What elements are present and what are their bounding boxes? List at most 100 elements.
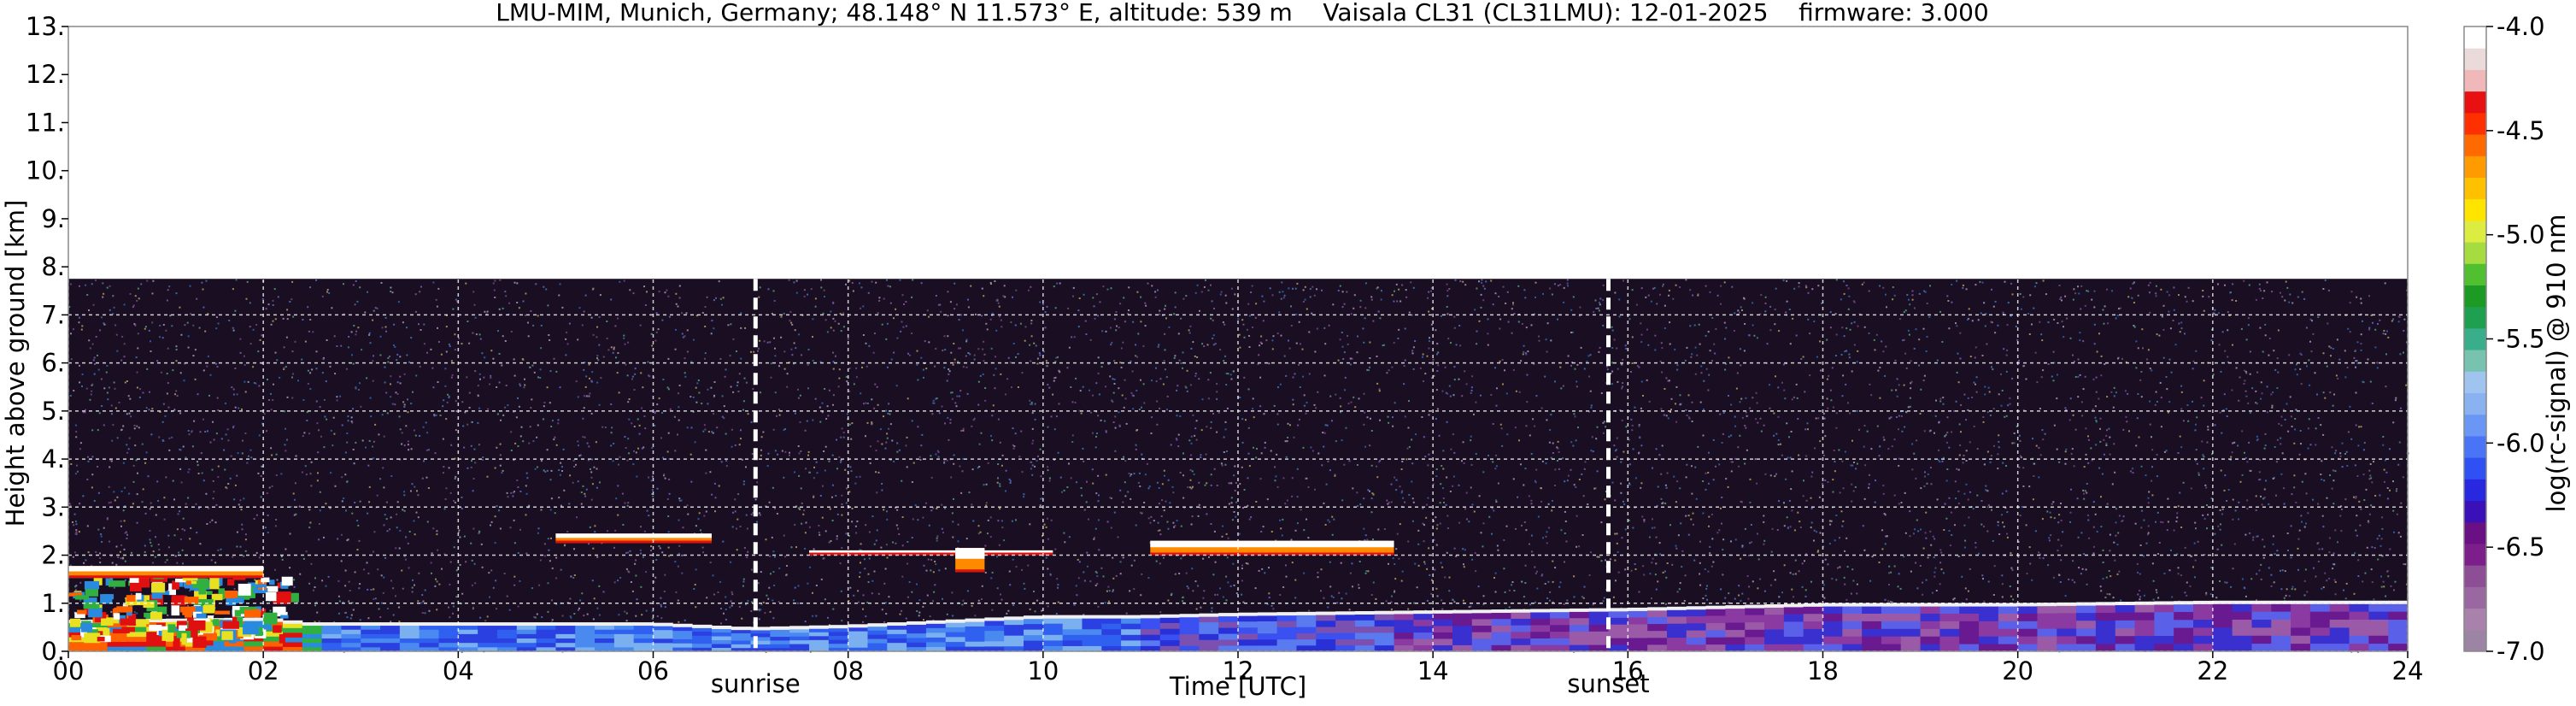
boundary-layer-cell: [2251, 619, 2272, 628]
boundary-layer-top: [1920, 603, 1940, 607]
boundary-layer-cell: [419, 642, 440, 648]
boundary-layer-cell: [2271, 619, 2291, 628]
boundary-layer-cell: [750, 629, 771, 634]
boundary-layer-cell: [672, 634, 693, 639]
boundary-layer-cell: [653, 629, 673, 635]
boundary-layer-cell: [653, 642, 673, 648]
boundary-layer-cell: [1062, 645, 1083, 652]
boundary-layer-cell: [302, 625, 323, 630]
boundary-layer-cell: [2174, 619, 2194, 628]
boundary-layer-cell: [2154, 627, 2174, 636]
colorbar-label: log(rc-signal) @ 910 nm: [2542, 214, 2571, 513]
boundary-layer-cell: [478, 638, 498, 644]
boundary-layer-cell: [1998, 644, 2019, 652]
boundary-layer-cell: [1101, 639, 1122, 646]
boundary-layer-cell: [1452, 612, 1473, 620]
aerosol-patch: [83, 597, 97, 607]
colorbar-tick-label: -6.5: [2497, 532, 2545, 562]
boundary-layer-top: [2349, 600, 2369, 604]
aerosol-patch: [255, 627, 264, 637]
boundary-layer-cell: [1822, 605, 1843, 614]
boundary-layer-cell: [1686, 615, 1707, 624]
boundary-layer-cell: [1335, 632, 1356, 639]
boundary-layer-cell: [2115, 620, 2136, 629]
aerosol-patch: [234, 609, 241, 617]
boundary-layer-cell: [2037, 644, 2057, 652]
aerosol-patch: [211, 593, 223, 601]
colorbar-segment: [2464, 134, 2486, 156]
boundary-layer-cell: [965, 636, 985, 642]
boundary-layer-cell: [1159, 633, 1181, 641]
boundary-layer-cell: [1979, 605, 1999, 614]
boundary-layer-cell: [2368, 603, 2389, 612]
boundary-layer-cell: [2291, 619, 2311, 628]
boundary-layer-cell: [1374, 620, 1395, 627]
boundary-layer-cell: [653, 646, 673, 652]
boundary-layer-top: [1686, 606, 1707, 610]
colorbar-segment: [2464, 457, 2486, 479]
boundary-layer-cell: [1140, 628, 1161, 635]
colorbar-segment: [2464, 112, 2486, 135]
boundary-layer-cell: [1082, 617, 1102, 624]
aerosol-patch: [69, 618, 81, 627]
boundary-layer-top: [1862, 603, 1882, 607]
boundary-layer-cell: [166, 646, 186, 652]
boundary-layer-cell: [204, 646, 226, 652]
aerosol-patch: [226, 594, 237, 606]
boundary-layer-top: [1842, 603, 1863, 607]
boundary-layer-cell: [341, 625, 361, 630]
aerosol-patch: [201, 636, 214, 646]
boundary-layer-cell: [2329, 619, 2350, 628]
boundary-layer-cell: [907, 628, 927, 634]
boundary-layer-top: [1530, 609, 1551, 613]
boundary-layer-cell: [984, 630, 1005, 637]
boundary-layer-cell: [1296, 632, 1317, 640]
aerosol-patch: [161, 629, 174, 641]
boundary-layer-cell: [2095, 635, 2116, 644]
boundary-layer-cell: [2368, 635, 2389, 644]
boundary-layer-top: [925, 620, 947, 624]
x-tick-label: 18: [1807, 656, 1839, 685]
boundary-layer-top: [1900, 603, 1922, 607]
boundary-layer-cell: [1803, 628, 1823, 637]
boundary-layer-cell: [575, 646, 596, 652]
boundary-layer-cell: [1354, 613, 1376, 621]
boundary-layer-cell: [595, 629, 615, 634]
aerosol-patch: [100, 627, 110, 639]
boundary-layer-cell: [1862, 621, 1882, 629]
boundary-layer-cell: [2349, 643, 2369, 652]
boundary-layer-top: [2017, 603, 2038, 607]
x-tick-label: 08: [832, 656, 864, 685]
boundary-layer-top: [731, 627, 752, 631]
boundary-layer-cell: [1647, 630, 1668, 638]
boundary-layer-cell: [2037, 613, 2057, 621]
colorbar-segment: [2464, 350, 2486, 372]
aerosol-patch: [265, 592, 277, 602]
boundary-layer-cell: [1588, 631, 1610, 638]
boundary-layer-cell: [1491, 612, 1511, 620]
boundary-layer-top: [1159, 614, 1181, 618]
boundary-layer-cell: [438, 633, 459, 639]
boundary-layer-cell: [1979, 613, 1999, 621]
boundary-layer-cell: [1276, 627, 1297, 634]
boundary-layer-cell: [1238, 644, 1259, 652]
x-axis-label: Time [UTC]: [1169, 672, 1307, 701]
boundary-layer-cell: [555, 638, 576, 644]
boundary-layer-top: [496, 622, 518, 627]
boundary-layer-cell: [1939, 628, 1960, 637]
boundary-layer-cell: [516, 638, 537, 644]
aerosol-patch: [269, 580, 275, 585]
boundary-layer-cell: [1491, 644, 1511, 652]
boundary-layer-cell: [731, 647, 752, 652]
boundary-layer-cell: [419, 646, 440, 652]
boundary-layer-cell: [1491, 625, 1511, 632]
boundary-layer-top: [1101, 615, 1122, 619]
aerosol-patch: [138, 575, 150, 588]
boundary-layer-cell: [2115, 627, 2136, 637]
boundary-layer-cell: [595, 646, 615, 652]
boundary-layer-cell: [770, 647, 790, 652]
x-tick-label: 00: [53, 656, 85, 685]
boundary-layer-cell: [438, 629, 459, 634]
aerosol-patch: [243, 624, 259, 635]
boundary-layer-cell: [68, 632, 89, 638]
